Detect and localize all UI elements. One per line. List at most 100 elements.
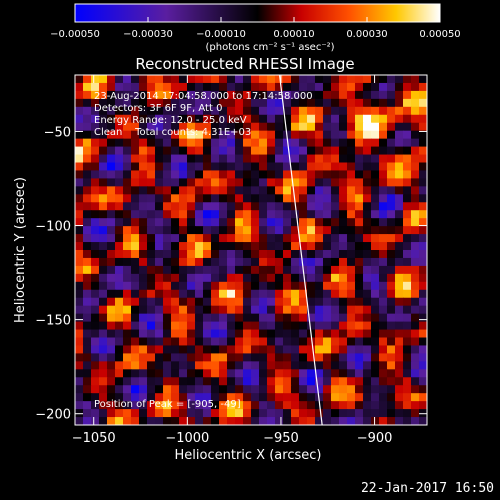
heatmap-cell [107,178,116,187]
heatmap-cell [99,369,108,378]
heatmap-cell [339,345,348,354]
heatmap-cell [203,154,212,164]
heatmap-cell [291,234,300,243]
heatmap-cell [315,409,324,418]
heatmap-cell [347,369,356,378]
heatmap-cell [147,90,156,100]
heatmap-cell [75,337,84,347]
heatmap-cell [275,265,284,275]
heatmap-cell [259,130,268,140]
heatmap-cell [235,75,244,84]
heatmap-cell [371,337,380,347]
heatmap-cell [363,345,372,354]
heatmap-cell [115,186,124,195]
heatmap-cell [331,242,340,251]
heatmap-cell [243,226,252,235]
heatmap-cell [99,138,108,148]
heatmap-cell [227,409,236,418]
heatmap-cell [395,226,404,235]
heatmap-cell [355,226,364,235]
heatmap-cell [203,178,212,187]
heatmap-cell [411,353,420,362]
heatmap-cell [267,329,276,339]
heatmap-cell [411,186,420,195]
heatmap-cell [83,353,92,362]
heatmap-cell [83,106,92,116]
heatmap-cell [163,297,172,307]
heatmap-cell [323,281,332,291]
heatmap-cell [227,122,236,132]
heatmap-cell [403,313,412,323]
heatmap-cell [339,218,348,227]
heatmap-cell [163,138,172,148]
heatmap-cell [339,289,348,299]
heatmap-cell [123,218,132,227]
heatmap-cell [411,226,420,235]
heatmap-cell [363,106,372,116]
heatmap-cell [283,313,292,323]
heatmap-cell [251,313,260,323]
heatmap-cell [75,162,84,172]
heatmap-cell [219,250,228,259]
heatmap-cell [75,154,84,164]
heatmap-cell [339,202,348,211]
heatmap-cell [299,385,308,394]
heatmap-cell [171,194,180,203]
heatmap-cell [251,122,260,132]
heatmap-cell [83,114,92,124]
heatmap-cell [107,98,116,108]
heatmap-cell [83,281,92,291]
heatmap-cell [227,273,236,283]
heatmap-cell [195,106,204,116]
heatmap-cell [107,305,116,315]
annotation-energy-range: Energy Range: 12.0 - 25.0 keV [94,115,247,126]
heatmap-cell [171,313,180,323]
heatmap-cell [227,226,236,235]
heatmap-cell [243,401,252,410]
heatmap-cell [91,170,100,179]
heatmap-cell [147,337,156,347]
heatmap-cell [139,75,148,84]
heatmap-cell [91,409,100,418]
heatmap-cell [371,82,380,92]
heatmap-cell [187,313,196,323]
x-tick-label: −950 [263,431,299,446]
heatmap-cell [163,361,172,370]
heatmap-cell [171,218,180,227]
heatmap-cell [379,409,388,418]
heatmap-cell [211,305,220,315]
heatmap-cell [171,329,180,339]
heatmap-cell [115,226,124,235]
heatmap-cell [251,82,260,92]
heatmap-cell [355,377,364,386]
heatmap-cell [371,90,380,100]
heatmap-cell [131,329,140,339]
heatmap-cell [363,273,372,283]
heatmap-cell [155,114,164,124]
heatmap-cell [163,234,172,243]
heatmap-cell [195,297,204,307]
heatmap-cell [131,154,140,164]
heatmap-cell [307,186,316,195]
heatmap-cell [99,242,108,251]
heatmap-cell [323,186,332,195]
heatmap-cell [107,361,116,370]
heatmap-cell [227,329,236,339]
heatmap-cell [219,377,228,386]
heatmap-cell [387,329,396,339]
heatmap-cell [115,106,124,116]
heatmap-cell [331,305,340,315]
heatmap-cell [147,75,156,84]
heatmap-cell [147,98,156,108]
heatmap-cell [155,289,164,299]
heatmap-cell [419,273,427,283]
heatmap-cell [243,146,252,156]
heatmap-cell [211,114,220,124]
heatmap-cell [179,369,188,378]
heatmap-cell [323,138,332,148]
heatmap-cell [99,146,108,156]
heatmap-cell [187,393,196,402]
heatmap-cell [171,273,180,283]
heatmap-cell [91,210,100,219]
heatmap-cell [387,409,396,418]
